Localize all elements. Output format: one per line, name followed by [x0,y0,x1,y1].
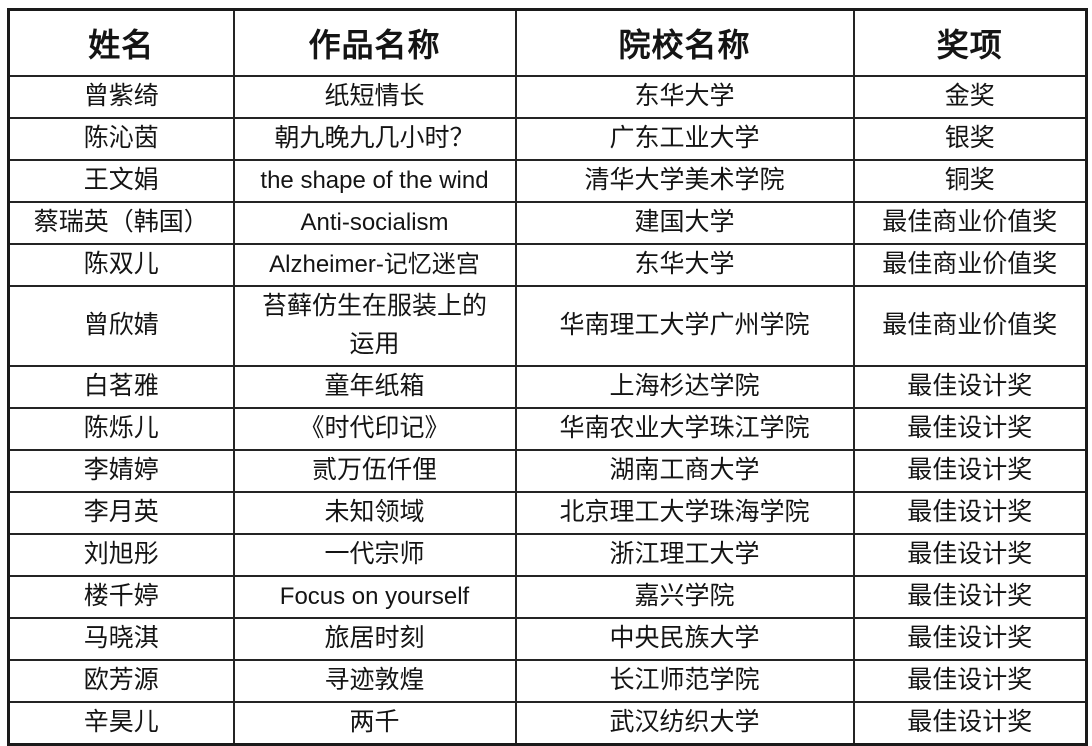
column-header-work: 作品名称 [232,8,517,77]
cell-award: 最佳设计奖 [852,365,1088,409]
table-row: 李月英 未知领域 北京理工大学珠海学院 最佳设计奖 [7,491,1088,535]
cell-work: 苔藓仿生在服装上的 运用 [232,285,517,367]
cell-school: 中央民族大学 [514,617,855,661]
cell-school: 上海杉达学院 [514,365,855,409]
cell-school: 建国大学 [514,201,855,245]
cell-name: 李月英 [7,491,235,535]
cell-name: 陈双儿 [7,243,235,287]
cell-name: 蔡瑞英（韩国） [7,201,235,245]
cell-school: 嘉兴学院 [514,575,855,619]
cell-school: 清华大学美术学院 [514,159,855,203]
cell-work: Anti-socialism [232,201,517,245]
cell-award: 最佳设计奖 [852,659,1088,703]
cell-award: 最佳设计奖 [852,617,1088,661]
table-row: 王文娟 the shape of the wind 清华大学美术学院 铜奖 [7,159,1088,203]
cell-work: 旅居时刻 [232,617,517,661]
cell-work: 童年纸箱 [232,365,517,409]
cell-work: Focus on yourself [232,575,517,619]
column-header-name: 姓名 [7,8,235,77]
awards-table: 姓名 作品名称 院校名称 奖项 曾紫绮 纸短情长 东华大学 金奖 陈沁茵 朝九晚… [7,8,1088,746]
table-row: 李婧婷 贰万伍仟俚 湖南工商大学 最佳设计奖 [7,449,1088,493]
cell-work: 未知领域 [232,491,517,535]
cell-award: 铜奖 [852,159,1088,203]
cell-name: 陈沁茵 [7,117,235,161]
cell-work: 寻迹敦煌 [232,659,517,703]
cell-name: 曾欣婧 [7,285,235,367]
cell-work: 朝九晚九几小时？ [232,117,517,161]
cell-school: 湖南工商大学 [514,449,855,493]
table-row: 白茗雅 童年纸箱 上海杉达学院 最佳设计奖 [7,365,1088,409]
cell-work: 《时代印记》 [232,407,517,451]
cell-name: 刘旭彤 [7,533,235,577]
cell-school: 东华大学 [514,243,855,287]
table-row: 辛昊儿 两千 武汉纺织大学 最佳设计奖 [7,701,1088,746]
table-row: 陈沁茵 朝九晚九几小时？ 广东工业大学 银奖 [7,117,1088,161]
cell-school: 东华大学 [514,75,855,119]
cell-work: 一代宗师 [232,533,517,577]
cell-name: 王文娟 [7,159,235,203]
column-header-school: 院校名称 [514,8,855,77]
cell-name: 陈烁儿 [7,407,235,451]
cell-award: 最佳设计奖 [852,491,1088,535]
cell-award: 最佳商业价值奖 [852,285,1088,367]
table-row: 曾欣婧 苔藓仿生在服装上的 运用 华南理工大学广州学院 最佳商业价值奖 [7,285,1088,367]
cell-award: 最佳设计奖 [852,407,1088,451]
column-header-award: 奖项 [852,8,1088,77]
cell-school: 华南理工大学广州学院 [514,285,855,367]
cell-school: 广东工业大学 [514,117,855,161]
cell-name: 曾紫绮 [7,75,235,119]
cell-work: 纸短情长 [232,75,517,119]
table-row: 陈烁儿 《时代印记》 华南农业大学珠江学院 最佳设计奖 [7,407,1088,451]
cell-award: 最佳设计奖 [852,701,1088,746]
cell-award: 最佳商业价值奖 [852,201,1088,245]
header-row: 姓名 作品名称 院校名称 奖项 [7,8,1088,77]
cell-school: 武汉纺织大学 [514,701,855,746]
cell-award: 银奖 [852,117,1088,161]
cell-school: 长江师范学院 [514,659,855,703]
cell-name: 欧芳源 [7,659,235,703]
cell-school: 北京理工大学珠海学院 [514,491,855,535]
cell-work: 两千 [232,701,517,746]
cell-name: 白茗雅 [7,365,235,409]
table-row: 陈双儿 Alzheimer-记忆迷宫 东华大学 最佳商业价值奖 [7,243,1088,287]
table-row: 马晓淇 旅居时刻 中央民族大学 最佳设计奖 [7,617,1088,661]
cell-name: 马晓淇 [7,617,235,661]
cell-name: 楼千婷 [7,575,235,619]
cell-award: 最佳商业价值奖 [852,243,1088,287]
table-row: 蔡瑞英（韩国） Anti-socialism 建国大学 最佳商业价值奖 [7,201,1088,245]
cell-award: 最佳设计奖 [852,533,1088,577]
cell-school: 华南农业大学珠江学院 [514,407,855,451]
cell-school: 浙江理工大学 [514,533,855,577]
table-row: 欧芳源 寻迹敦煌 长江师范学院 最佳设计奖 [7,659,1088,703]
cell-award: 最佳设计奖 [852,449,1088,493]
cell-name: 辛昊儿 [7,701,235,746]
cell-work: Alzheimer-记忆迷宫 [232,243,517,287]
cell-award: 最佳设计奖 [852,575,1088,619]
table-row: 曾紫绮 纸短情长 东华大学 金奖 [7,75,1088,119]
table-row: 楼千婷 Focus on yourself 嘉兴学院 最佳设计奖 [7,575,1088,619]
cell-name: 李婧婷 [7,449,235,493]
cell-award: 金奖 [852,75,1088,119]
cell-work: the shape of the wind [232,159,517,203]
table-row: 刘旭彤 一代宗师 浙江理工大学 最佳设计奖 [7,533,1088,577]
cell-work: 贰万伍仟俚 [232,449,517,493]
